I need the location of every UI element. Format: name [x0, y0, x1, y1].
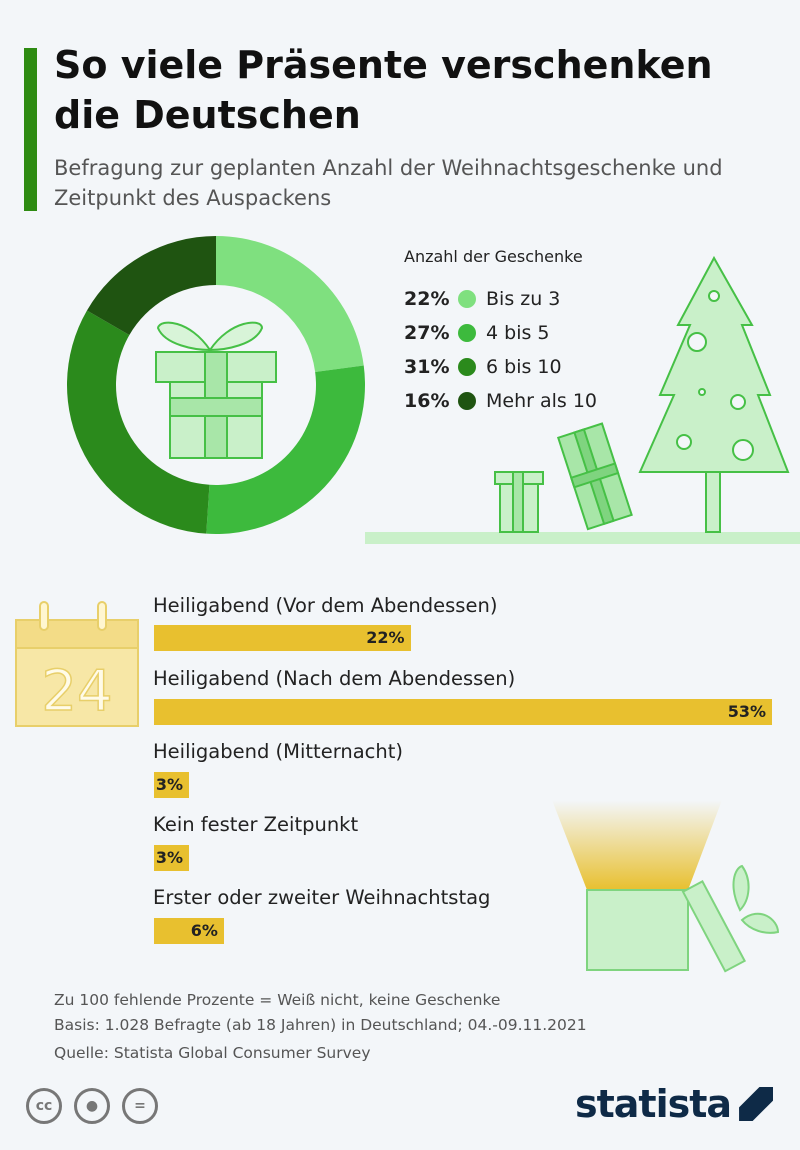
- bar-label: Heiligabend (Vor dem Abendessen): [153, 594, 498, 617]
- bar-value: 3%: [155, 848, 183, 867]
- christmas-tree-icon: [638, 255, 790, 533]
- legend-label: 4 bis 5: [486, 322, 550, 344]
- bar-value: 6%: [190, 921, 218, 940]
- legend-label: Mehr als 10: [486, 390, 598, 412]
- bar-label: Heiligabend (Mitternacht): [153, 740, 404, 763]
- donut-slice: [206, 365, 365, 534]
- legend-item: 22% Bis zu 3: [404, 282, 597, 316]
- legend-item: 31% 6 bis 10: [404, 350, 597, 384]
- footnotes: Zu 100 fehlende Prozente = Weiß nicht, k…: [54, 988, 587, 1066]
- calendar-icon: [15, 601, 139, 727]
- legend-swatch: [458, 290, 476, 308]
- legend-value: 31%: [404, 356, 450, 378]
- donut-slice: [86, 236, 216, 335]
- note-missing: Zu 100 fehlende Prozente = Weiß nicht, k…: [54, 991, 501, 1009]
- legend-value: 22%: [404, 288, 450, 310]
- bar: 6%: [154, 918, 224, 944]
- no-derivatives-icon[interactable]: =: [122, 1088, 158, 1124]
- subtitle: Befragung zur geplanten Anzahl der Weihn…: [54, 156, 723, 210]
- bar-value: 53%: [727, 702, 766, 721]
- bar: 3%: [154, 772, 189, 798]
- legend-item: 16% Mehr als 10: [404, 384, 597, 418]
- page-title: So viele Präsente verschenken die Deutsc…: [54, 43, 713, 137]
- light-beam: [552, 800, 722, 890]
- legend-label: 6 bis 10: [486, 356, 562, 378]
- legend-item: 27% 4 bis 5: [404, 316, 597, 350]
- bar-label: Heiligabend (Nach dem Abendessen): [153, 667, 516, 690]
- logo-text: statista: [575, 1082, 732, 1126]
- legend-swatch: [458, 392, 476, 410]
- attribution-icon[interactable]: ●: [74, 1088, 110, 1124]
- small-gift-icon: [494, 422, 633, 533]
- bar-value: 22%: [366, 628, 405, 647]
- donut-slice: [216, 236, 364, 372]
- open-gift-icon: [586, 864, 780, 973]
- cc-license-icon[interactable]: cc: [26, 1088, 62, 1124]
- legend-swatch: [458, 358, 476, 376]
- legend-title: Anzahl der Geschenke: [404, 247, 583, 266]
- donut-slice: [66, 310, 210, 534]
- bar-label: Erster oder zweiter Weihnachtstag: [153, 886, 491, 909]
- legend-value: 27%: [404, 322, 450, 344]
- bar: 3%: [154, 845, 189, 871]
- gift-icon: [155, 321, 277, 459]
- bar: 22%: [154, 625, 411, 651]
- bar: 53%: [154, 699, 772, 725]
- legend: 22% Bis zu 3 27% 4 bis 5 31% 6 bis 10 16% Me…: [404, 282, 597, 418]
- logo-mark: [739, 1087, 774, 1121]
- bar-value: 3%: [155, 775, 183, 794]
- legend-swatch: [458, 324, 476, 342]
- statista-logo[interactable]: statista: [575, 1082, 774, 1126]
- accent-bar: [24, 48, 37, 211]
- note-basis: Basis: 1.028 Befragte (ab 18 Jahren) in …: [54, 1016, 587, 1034]
- donut-chart: [66, 236, 365, 534]
- legend-label: Bis zu 3: [486, 288, 561, 310]
- legend-value: 16%: [404, 390, 450, 412]
- ground: [365, 532, 800, 544]
- note-source: Quelle: Statista Global Consumer Survey: [54, 1044, 371, 1062]
- bar-label: Kein fester Zeitpunkt: [153, 813, 359, 836]
- calendar-day: 24: [41, 659, 112, 724]
